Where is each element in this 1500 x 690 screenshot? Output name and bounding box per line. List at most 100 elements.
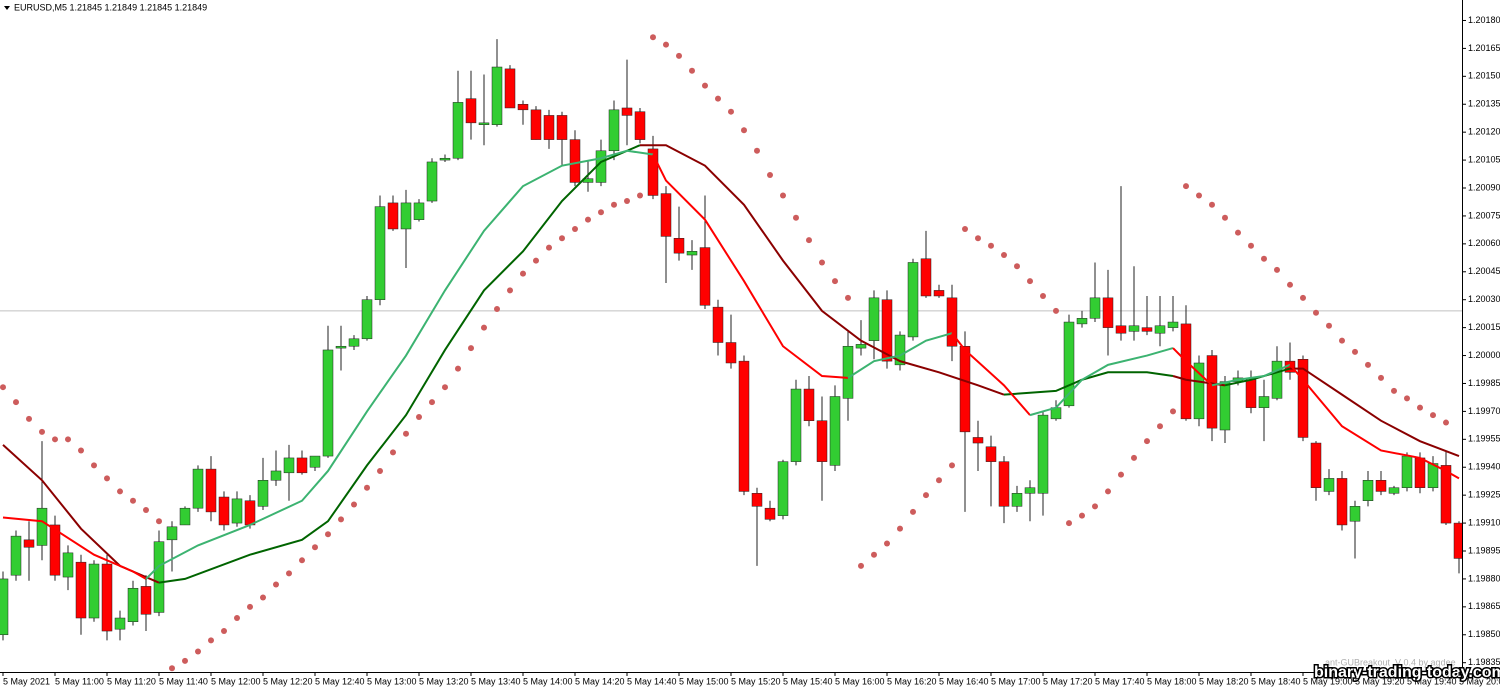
candle-body [790,388,802,462]
candle-body [647,148,659,196]
sar-dot [1001,252,1007,259]
sar-dot [871,551,877,558]
sar-dot [598,209,604,216]
sar-dot [286,570,292,577]
sar-dot [988,242,994,249]
y-tick-label: 1.20045 [1468,266,1500,276]
candle-body [244,500,256,526]
candle-body [985,446,997,462]
candle-body [387,202,399,230]
candle-body [881,299,893,362]
sar-dot [377,467,383,474]
candle-body [413,202,425,220]
sar-dot [1352,348,1358,355]
x-tick-label: 5 May 17:40 [1095,676,1145,686]
sar-dot [13,399,19,406]
candle-body [335,345,347,349]
candle-body [114,617,126,630]
indicator-watermark: ant-GUBreakout_V 0.4 by agdee [1325,657,1456,667]
sar-dot [884,540,890,547]
y-tick-label: 1.19955 [1468,434,1500,444]
sar-dot [923,492,929,499]
sar-dot [715,95,721,102]
sar-dot [442,384,448,391]
x-tick-label: 5 May 2021 [3,676,50,686]
sar-dot [182,657,188,664]
sar-dot [728,108,734,115]
x-tick-label: 5 May 13:00 [367,676,417,686]
candle-body [777,461,789,516]
sar-dot [676,52,682,59]
sar-dot [299,557,305,564]
x-tick-label: 5 May 16:40 [939,676,989,686]
moving-average-line [640,144,1005,396]
sar-dot [1300,294,1306,301]
sar-dot [520,270,526,277]
sar-dot [1196,192,1202,199]
sar-dot [1313,309,1319,316]
x-tick-label: 5 May 14:20 [575,676,625,686]
sar-dot [208,637,214,644]
sar-dot [1222,214,1228,221]
sar-dot [0,384,6,391]
candle-body [36,507,48,546]
sar-dot [1131,454,1137,461]
moving-average-line [847,332,953,379]
candle-body [699,247,711,306]
sar-dot [1157,423,1163,430]
candle-body [1323,478,1335,492]
moving-average-line [1172,375,1226,387]
candle-body [1388,487,1400,494]
candle-body [0,578,9,636]
sar-dot [689,67,695,74]
candle-body [894,334,906,366]
candle-body [517,103,529,111]
sar-dot [1066,520,1072,527]
candle-body [725,342,737,364]
candle-body [218,496,230,526]
candle-body [1024,487,1036,494]
candle-body [1414,457,1426,488]
candle-body [374,206,386,300]
sar-dot [1209,201,1215,208]
sar-dot [130,497,136,504]
sar-dot [117,488,123,495]
moving-average-line [158,144,641,584]
sar-dot [533,257,539,264]
candle-body [478,122,490,125]
candle-body [192,468,204,509]
candle-body [88,563,100,619]
sar-dot [481,324,487,331]
sar-dot [1235,229,1241,236]
sar-dot [143,507,149,514]
sar-dot [1287,281,1293,288]
menu-arrow[interactable] [4,6,10,10]
candle-body [868,297,880,341]
candle-body [1336,478,1348,526]
sar-dot [1378,374,1384,381]
y-tick-label: 1.19910 [1468,517,1500,527]
x-tick-label: 5 May 13:20 [419,676,469,686]
candle-body [530,109,542,140]
candle-body [1076,318,1088,325]
sar-dot [1170,408,1176,415]
sar-dot [858,562,864,569]
sar-dot [663,41,669,48]
moving-average-line [1211,363,1291,387]
candle-body [491,66,503,125]
sar-dot [247,603,253,610]
sar-dot [741,127,747,134]
candle-body [1440,465,1452,524]
sar-dot [793,214,799,221]
x-tick-label: 5 May 11:20 [107,676,156,686]
candle-body [153,541,165,613]
candle-body [1349,506,1361,522]
sar-dot [1261,255,1267,262]
x-tick-label: 5 May 19:00 [1303,676,1353,686]
candle-body [1089,297,1101,319]
x-tick-label: 5 May 12:40 [315,676,365,686]
candle-body [205,468,217,513]
candle-body [1167,321,1179,328]
sar-dot [702,82,708,89]
